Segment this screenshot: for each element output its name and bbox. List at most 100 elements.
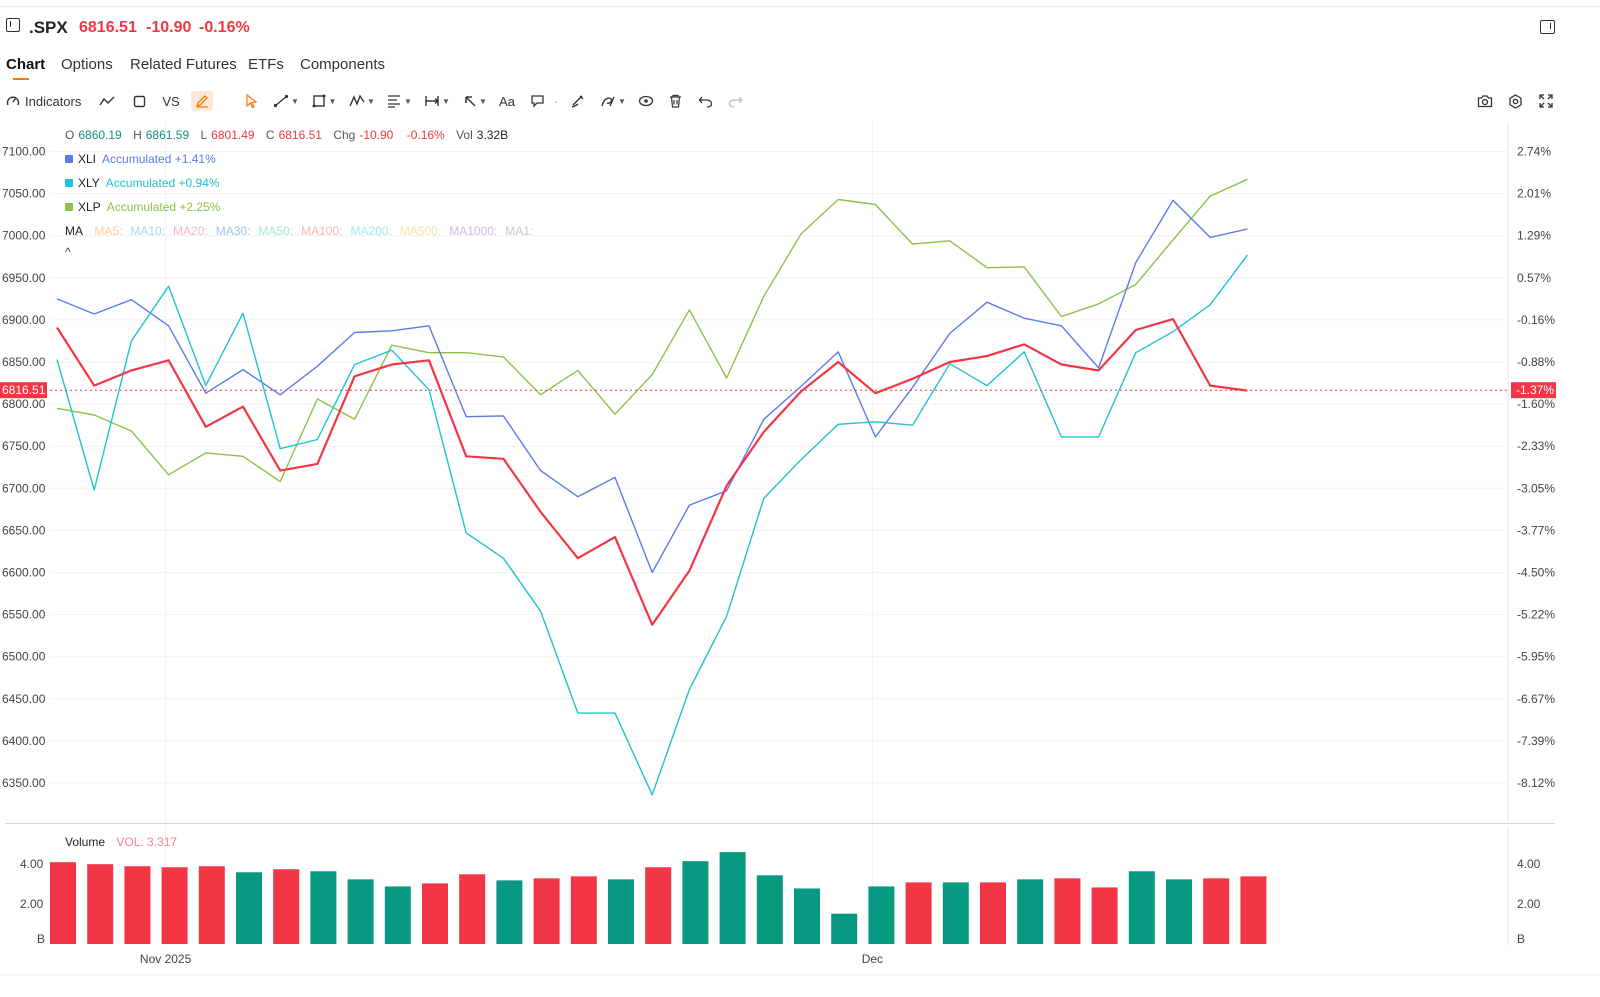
shape-icon [312, 94, 326, 108]
panel-collapse-icon[interactable] [1540, 20, 1555, 34]
volume-bar [1054, 878, 1081, 944]
vol-tick-label: 4.00 [20, 857, 44, 871]
ma-legend[interactable]: MA MA5: MA10: MA20: MA30: MA50: MA100: MA200: M… [65, 224, 541, 238]
text-tool[interactable]: Aa [499, 93, 515, 109]
comment-icon [530, 95, 544, 108]
y-tick-label-pct: -0.88% [1517, 355, 1555, 369]
legend-xli[interactable]: XLI Accumulated +1.41% [65, 152, 216, 166]
fib-icon [388, 95, 401, 108]
y-tick-label-pct: -6.67% [1517, 692, 1555, 706]
x-tick-label: Dec [862, 952, 883, 966]
settings-button[interactable] [1506, 91, 1524, 111]
trend-line-icon [273, 94, 289, 108]
tab-components[interactable]: Components [300, 56, 386, 73]
y-tick-label: 6350.00 [2, 776, 46, 790]
last-pct-badge [1511, 382, 1556, 399]
quote-header: .SPX 6816.51 -10.90 -0.16% [0, 14, 1600, 42]
tab-related-futures[interactable]: Related Futures [130, 56, 237, 73]
volume-bar [570, 876, 597, 944]
volume-legend: Volume VOL: 3.317 [65, 835, 177, 849]
measure-icon [425, 96, 440, 106]
low-label: L [200, 128, 208, 142]
indicators-button[interactable]: Indicators [6, 91, 86, 111]
volume-bar [608, 879, 634, 944]
pen-icon [601, 96, 615, 107]
arrow-tool[interactable]: ▼ [461, 91, 489, 111]
close-label: C [265, 128, 275, 142]
fullscreen-button[interactable] [1537, 91, 1555, 111]
volume-bar [1091, 887, 1118, 944]
ma-item: MA50: [258, 224, 294, 238]
volume-chart[interactable]: 4.00 4.00 2.00 2.00 B B Nov 2025 Dec [0, 826, 1600, 976]
y-tick-label-pct: -5.95% [1517, 650, 1555, 664]
fib-tool[interactable]: ▼ [385, 91, 413, 111]
tab-options[interactable]: Options [61, 56, 113, 73]
shape-tool[interactable]: ▼ [310, 91, 338, 111]
vol-tick-label: B [37, 932, 45, 946]
ma-item: MA100: [301, 224, 343, 238]
pattern-tool[interactable]: ▼ [348, 91, 376, 111]
trend-line-tool[interactable]: ▼ [272, 91, 300, 111]
panel-expand-icon[interactable] [6, 18, 20, 32]
y-tick-label-pct: -4.50% [1517, 566, 1555, 580]
tab-etfs[interactable]: ETFs [248, 56, 284, 73]
redo-button[interactable] [726, 91, 744, 111]
ma-item: MA200: [350, 224, 392, 238]
chg-label: Chg [333, 128, 356, 142]
delete-drawings-button[interactable] [667, 91, 683, 111]
high-label: H [133, 128, 142, 142]
line-chart-icon [99, 96, 115, 106]
volume-bar [124, 866, 151, 944]
vol-value: 3.32B [476, 128, 509, 142]
pen-tool[interactable]: ▼ [598, 91, 628, 111]
y-tick-label-pct: 2.01% [1517, 187, 1551, 201]
y-tick-label: 6650.00 [2, 523, 46, 537]
volume-bar [942, 882, 969, 944]
y-tick-label: 6600.00 [2, 566, 46, 580]
legend-symbol: XLI [78, 152, 97, 166]
comment-tool[interactable] [528, 91, 546, 111]
y-tick-label: 7100.00 [2, 145, 46, 159]
legend-symbol: XLP [78, 200, 101, 214]
ma-item: MA1000: [449, 224, 498, 238]
legend-collapse-toggle[interactable]: ^ [65, 245, 71, 259]
volume-bar [1017, 879, 1044, 944]
ma-item: MA5: [94, 224, 123, 238]
redo-icon [728, 96, 742, 108]
volume-bar [794, 888, 820, 944]
volume-bar [980, 882, 1006, 944]
tab-chart[interactable]: Chart [6, 56, 46, 80]
candle-type-button[interactable] [130, 91, 148, 111]
y-tick-label: 6850.00 [2, 355, 46, 369]
measure-tool[interactable]: ▼ [423, 91, 451, 111]
symbol-name: .SPX [29, 18, 68, 37]
y-tick-label-pct: 1.29% [1517, 229, 1551, 243]
legend-symbol: XLY [78, 176, 100, 190]
draw-mode-button[interactable] [191, 91, 213, 111]
volume-bar [905, 882, 932, 944]
chg-value: -10.90 [359, 128, 394, 142]
legend-xlp[interactable]: XLP Accumulated +2.25% [65, 200, 220, 214]
cursor-tool[interactable] [243, 91, 259, 111]
volume-bar [496, 880, 523, 944]
line-chart-button[interactable] [97, 91, 117, 111]
y-tick-label-pct: 2.74% [1517, 145, 1551, 159]
compare-button[interactable]: VS [162, 93, 180, 109]
legend-xly[interactable]: XLY Accumulated +0.94% [65, 176, 220, 190]
y-tick-label: 6550.00 [2, 608, 46, 622]
volume-bar [645, 867, 672, 944]
toolbar-separator-dot: · [553, 93, 559, 109]
undo-button[interactable] [696, 91, 714, 111]
visibility-toggle[interactable] [637, 91, 655, 111]
volume-label: Volume [65, 835, 106, 849]
y-tick-label: 6500.00 [2, 650, 46, 664]
draw-icon [195, 95, 208, 108]
brush-tool[interactable] [568, 91, 586, 111]
price-chart[interactable]: 7100.00 2.74% 7050.00 2.01% 7000.00 1.29% 6950… [0, 122, 1600, 824]
vol-tick-label-right: B [1517, 932, 1525, 946]
volume-bar [1240, 876, 1267, 944]
screenshot-button[interactable] [1476, 91, 1494, 111]
volume-bar [347, 879, 374, 944]
ma-item: MA20: [173, 224, 208, 238]
volume-bar [87, 864, 114, 944]
